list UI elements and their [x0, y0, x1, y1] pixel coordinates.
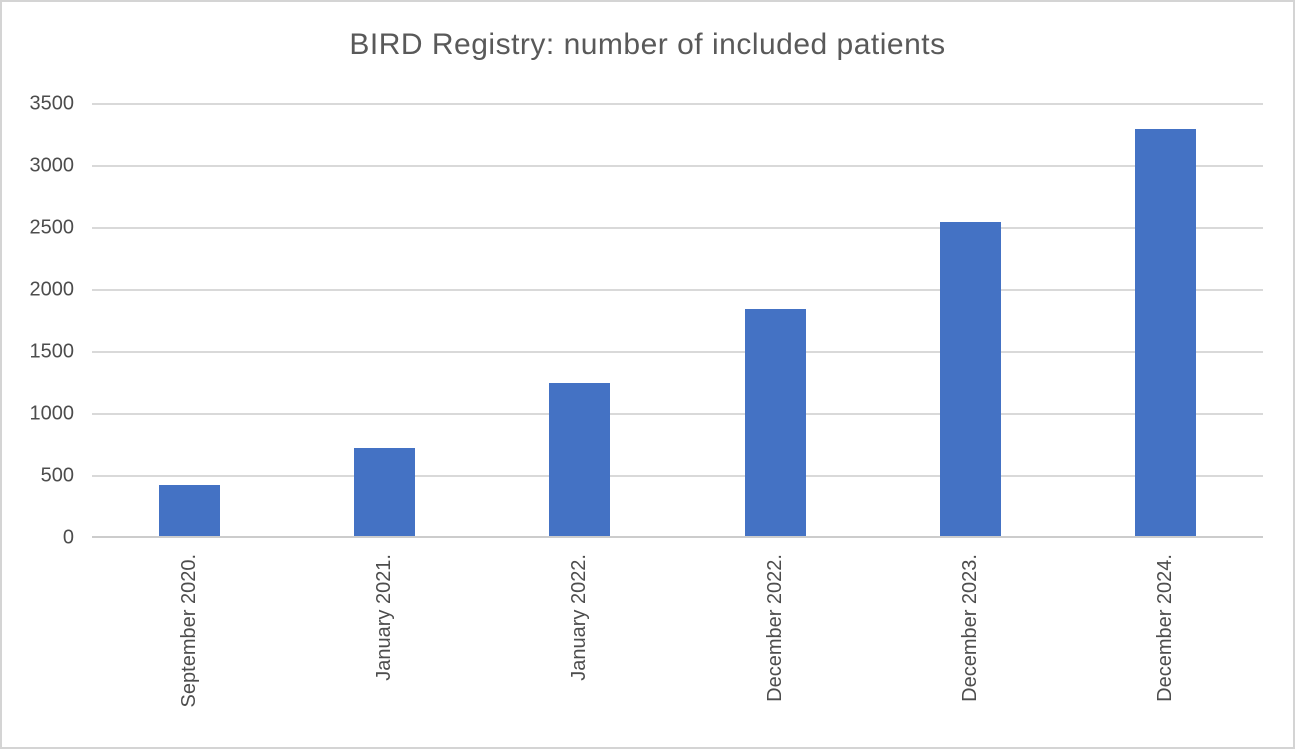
y-axis-tick-label: 2500	[29, 216, 75, 239]
gridline	[92, 164, 1263, 167]
x-axis-category-cell: September 2020.	[110, 554, 270, 744]
gridline	[92, 103, 1263, 105]
bar-december-2024	[1134, 129, 1196, 536]
x-axis-category-label: December 2023.	[958, 554, 981, 702]
y-axis-tick-label: 1000	[29, 402, 75, 425]
x-axis-category-cell: December 2024.	[1085, 554, 1245, 744]
gridline	[92, 226, 1263, 229]
x-axis-category-label: January 2021.	[373, 554, 396, 681]
x-axis-category-cell: December 2023.	[890, 554, 1050, 744]
bar-december-2023	[939, 222, 1001, 536]
y-axis: 0 500 1000 1500 2000 2500 3000 3500	[2, 93, 75, 549]
y-axis-tick-label: 500	[40, 464, 74, 487]
x-axis-category-label: January 2022.	[568, 554, 591, 681]
x-axis-category-label: December 2022.	[763, 554, 786, 702]
chart-title: BIRD Registry: number of included patien…	[349, 28, 946, 61]
gridline	[92, 475, 1263, 477]
x-axis-category-cell: January 2022.	[500, 554, 660, 744]
bar-january-2022	[549, 383, 611, 536]
bar-september-2020	[159, 485, 221, 536]
x-axis: September 2020. January 2021. January 2022…	[92, 554, 1263, 744]
x-axis-category-label: September 2020.	[178, 554, 201, 708]
x-axis-line	[92, 536, 1263, 538]
x-axis-category-cell: December 2022.	[695, 554, 855, 744]
y-axis-tick-label: 3000	[29, 154, 75, 177]
x-axis-category-label: December 2024.	[1153, 554, 1176, 702]
y-axis-tick-label: 1500	[29, 340, 75, 363]
gridline	[92, 413, 1263, 415]
x-axis-category-cell: January 2021.	[305, 554, 465, 744]
y-axis-tick-label: 0	[62, 526, 74, 549]
gridline	[92, 350, 1263, 353]
y-axis-tick-label: 2000	[29, 278, 75, 301]
bar-december-2022	[744, 309, 806, 536]
gridline	[92, 289, 1263, 291]
plot-area	[92, 103, 1263, 538]
bar-january-2021	[354, 447, 416, 536]
y-axis-tick-label: 3500	[29, 92, 75, 115]
